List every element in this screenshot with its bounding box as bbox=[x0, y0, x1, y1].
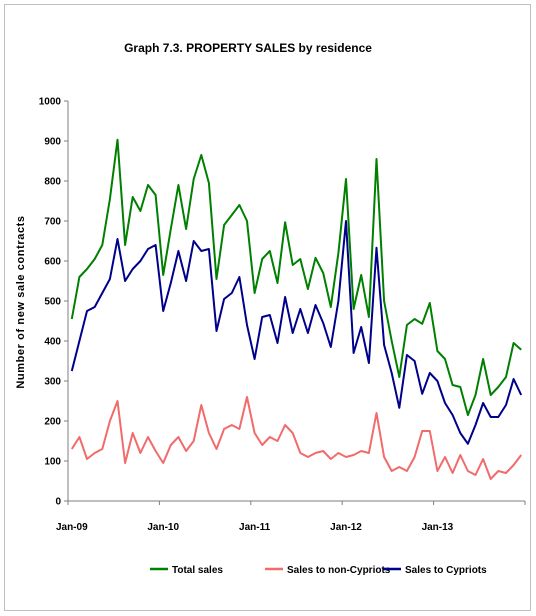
chart-title: Graph 7.3. PROPERTY SALES by residence bbox=[124, 41, 372, 55]
x-tick-label: Jan-11 bbox=[239, 522, 271, 533]
legend-label-3: Sales to Cypriots bbox=[405, 565, 487, 576]
y-tick-label: 200 bbox=[44, 417, 61, 428]
y-tick-label: 700 bbox=[44, 217, 61, 228]
y-tick-label: 500 bbox=[44, 297, 61, 308]
legend-label-1: Total sales bbox=[172, 565, 223, 576]
y-tick-label: 400 bbox=[44, 337, 61, 348]
axes: 0 100 200 300 400 500 600 700 800 900 1000 Jan-09 Ja… bbox=[39, 97, 526, 533]
y-tick-label: 800 bbox=[44, 177, 61, 188]
y-axis-label: Number of new sale contracts bbox=[15, 215, 27, 388]
legend: Total sales Sales to non-Cypriots Sales to… bbox=[150, 565, 487, 576]
series-lines bbox=[70, 138, 523, 480]
y-tick-label: 100 bbox=[44, 457, 61, 468]
chart-frame: Graph 7.3. PROPERTY SALES by residence 0… bbox=[4, 4, 531, 611]
y-tick-label: 300 bbox=[44, 377, 61, 388]
series-line-1 bbox=[70, 138, 522, 416]
line-chart: Graph 7.3. PROPERTY SALES by residence 0… bbox=[15, 41, 526, 576]
x-tick-label: Jan-09 bbox=[56, 522, 88, 533]
y-tick-label: 600 bbox=[44, 257, 61, 268]
legend-label-2: Sales to non-Cypriots bbox=[287, 565, 391, 576]
series-line-3 bbox=[70, 220, 523, 445]
y-tick-label: 900 bbox=[44, 137, 61, 148]
x-tick-label: Jan-10 bbox=[147, 522, 179, 533]
x-tick-label: Jan-13 bbox=[422, 522, 454, 533]
series-line-2 bbox=[70, 396, 522, 480]
y-tick-label: 0 bbox=[55, 497, 61, 508]
x-tick-label: Jan-12 bbox=[330, 522, 362, 533]
y-tick-label: 1000 bbox=[39, 97, 62, 108]
